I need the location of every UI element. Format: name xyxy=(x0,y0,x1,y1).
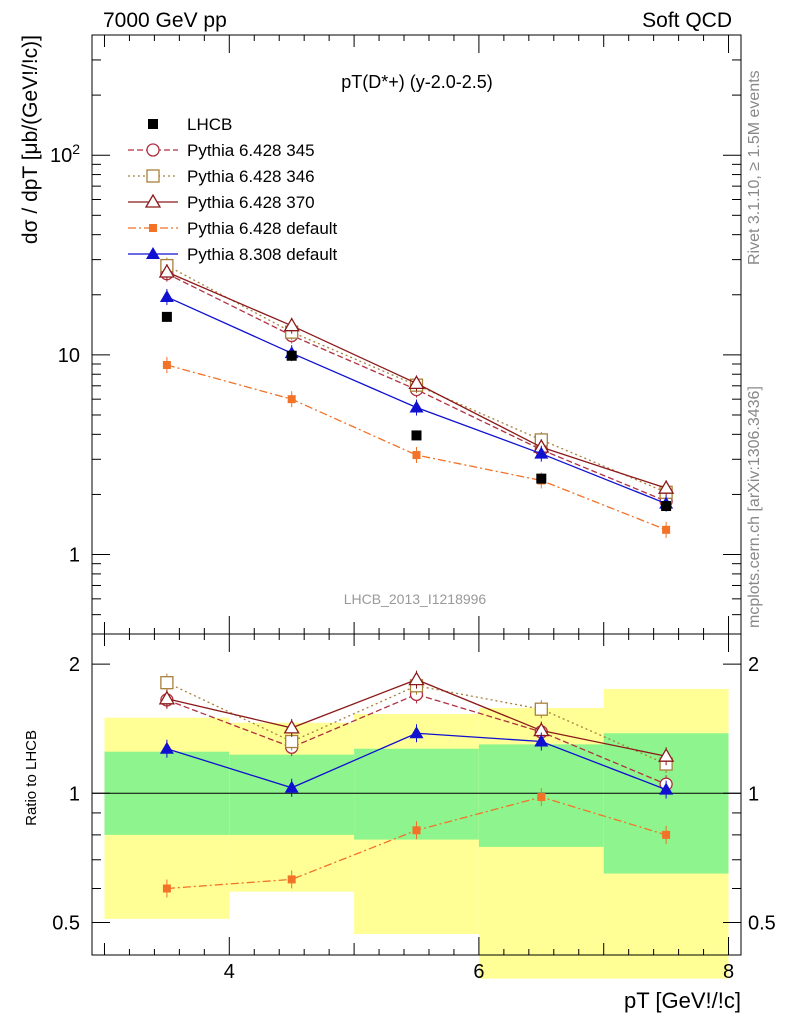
series-2 xyxy=(158,263,675,766)
ratio-point xyxy=(408,671,425,686)
legend-label: Pythia 8.308 default xyxy=(187,245,338,264)
ratio-point xyxy=(659,782,674,795)
x-tick-label: 8 xyxy=(723,961,734,983)
ratio-plot-frame xyxy=(91,633,742,956)
ratio-point xyxy=(409,726,424,739)
ratio-point xyxy=(412,826,421,835)
series-point xyxy=(159,289,174,302)
ratio-tick-label-left: 0.5 xyxy=(52,912,80,934)
legend-label: LHCB xyxy=(187,115,232,134)
ratio-point xyxy=(657,747,675,762)
legend-marker xyxy=(149,224,157,232)
legend-label: Pythia 6.428 370 xyxy=(187,193,315,212)
ratio-point xyxy=(534,734,549,747)
legend-marker xyxy=(146,169,160,183)
legend-label: Pythia 6.428 default xyxy=(187,219,338,238)
header-right: Soft QCD xyxy=(642,9,732,32)
ratio-tick-label-right: 1 xyxy=(748,783,759,805)
series-point xyxy=(287,395,296,404)
mcplots-label: mcplots.cern.ch [arXiv:1306.3436] xyxy=(746,386,763,628)
series-point xyxy=(409,400,424,413)
legend: LHCB Pythia 6.428 345 Pythia 6.428 346 Pyth… xyxy=(128,115,338,264)
ratio-point xyxy=(287,875,296,884)
ratio-tick-label-left: 2 xyxy=(69,654,80,676)
ratio-tick-label-right: 0.5 xyxy=(748,912,776,934)
ratio-point xyxy=(158,690,176,705)
ratio-point xyxy=(534,702,548,716)
reference-point xyxy=(536,473,547,484)
series-point xyxy=(662,525,671,534)
ratio-point xyxy=(159,741,174,754)
ratio-point xyxy=(162,884,171,893)
ratio-tick-label-right: 2 xyxy=(748,654,759,676)
series-point xyxy=(534,446,549,459)
reference-series xyxy=(161,311,672,512)
ratio-point xyxy=(283,719,300,734)
series-point xyxy=(657,479,675,494)
ratio-point xyxy=(537,793,546,802)
legend-marker xyxy=(146,143,160,157)
ratio-point xyxy=(284,780,299,793)
ratio-y-axis-label: Ratio to LHCB xyxy=(23,730,40,826)
ratio-point xyxy=(285,734,299,749)
series-point xyxy=(412,451,421,460)
series-ratio-line xyxy=(166,682,667,765)
axis-labels: pT(D*+) (y-2.0-2.5) LHCB_2013_I1218996 pT … xyxy=(19,35,776,1013)
legend-marker xyxy=(148,119,158,129)
y-tick-label: 1 xyxy=(69,545,80,567)
series-point xyxy=(158,263,176,278)
reference-point xyxy=(161,311,172,322)
rivet-label: Rivet 3.1.10, ≥ 1.5M events xyxy=(746,70,763,265)
series-ratio-line xyxy=(166,693,667,785)
series-line xyxy=(166,364,667,531)
x-axis-label: pT [GeV!/!c] xyxy=(624,988,741,1013)
header-left: 7000 GeV pp xyxy=(103,9,227,32)
y-tick-label: 10 xyxy=(58,345,80,367)
analysis-label: LHCB_2013_I1218996 xyxy=(344,591,487,607)
y-axis-label: dσ / dpT [μb/(GeV!/!c)] xyxy=(19,35,42,244)
series-layer xyxy=(158,257,675,898)
x-tick-label: 6 xyxy=(473,961,484,983)
series-point xyxy=(162,360,171,369)
reference-point xyxy=(286,350,297,361)
reference-point xyxy=(411,430,422,441)
ratio-point xyxy=(160,676,174,690)
legend-label: Pythia 6.428 346 xyxy=(187,167,315,186)
series-point xyxy=(283,317,300,332)
reference-point xyxy=(661,501,672,512)
x-tick-label: 4 xyxy=(224,961,235,983)
plot-title: pT(D*+) (y-2.0-2.5) xyxy=(341,72,493,92)
legend-marker xyxy=(144,193,162,208)
ratio-frame-border xyxy=(91,633,742,956)
ratio-point xyxy=(662,830,671,839)
legend-label: Pythia 6.428 345 xyxy=(187,141,315,160)
series-point xyxy=(408,375,425,390)
legend-marker xyxy=(146,247,160,259)
ratio-tick-label-left: 1 xyxy=(69,783,80,805)
y-tick-label: 102 xyxy=(50,141,80,167)
